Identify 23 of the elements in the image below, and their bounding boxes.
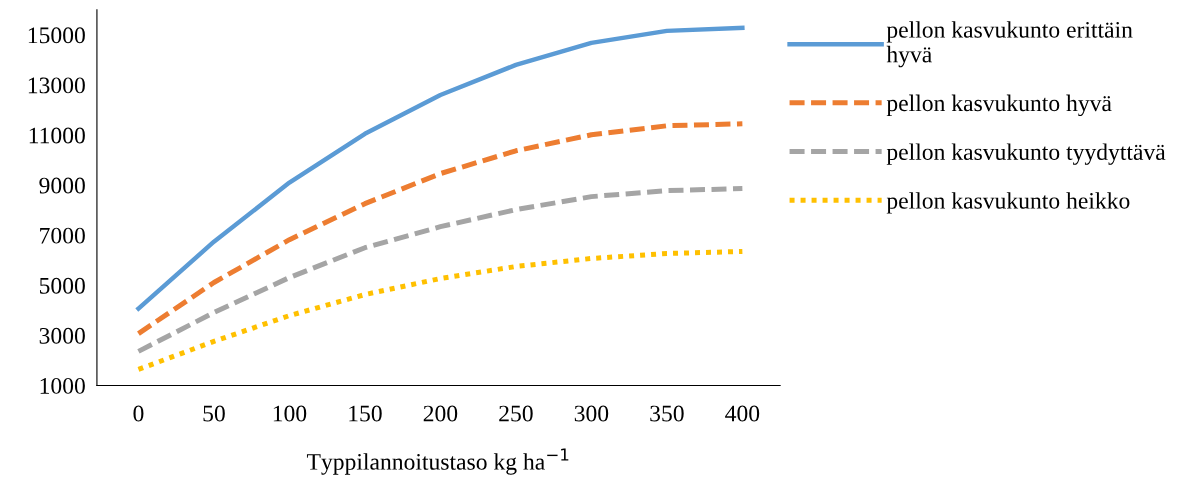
x-tick-label: 300 xyxy=(574,405,609,422)
legend-label: pellon kasvukunto tyydyttävä xyxy=(886,143,1166,165)
x-tick-label: 200 xyxy=(423,405,458,422)
line-series xyxy=(136,25,745,311)
legend-label: pellon kasvukunto hyvä xyxy=(886,94,1112,117)
x-tick-label: 0 xyxy=(133,405,144,422)
y-tick-label: 11000 xyxy=(29,127,85,144)
y-tick-label: 3000 xyxy=(39,327,85,344)
x-tick-label: 50 xyxy=(203,405,225,422)
x-tick-label: 150 xyxy=(349,405,382,422)
x-tick-label: 250 xyxy=(499,405,533,422)
y-tick-label: 15000 xyxy=(28,27,85,44)
legend-label: pellon kasvukunto erittäin hyvä xyxy=(886,21,1133,68)
y-tick-label: 7000 xyxy=(40,227,85,244)
legend-label: pellon kasvukunto heikko xyxy=(886,192,1130,214)
y-tick-label: 9000 xyxy=(39,177,85,194)
y-tick-label: 5000 xyxy=(39,277,85,294)
x-tick-label: 400 xyxy=(725,405,760,422)
y-tick-label: 13000 xyxy=(28,77,85,94)
x-tick-label: 100 xyxy=(273,405,307,422)
x-axis-title: Typpilannoitustaso kg ha$^{−1}$ xyxy=(306,448,569,475)
x-tick-label: 350 xyxy=(650,405,684,422)
y-tick-label: 1000 xyxy=(40,377,85,394)
